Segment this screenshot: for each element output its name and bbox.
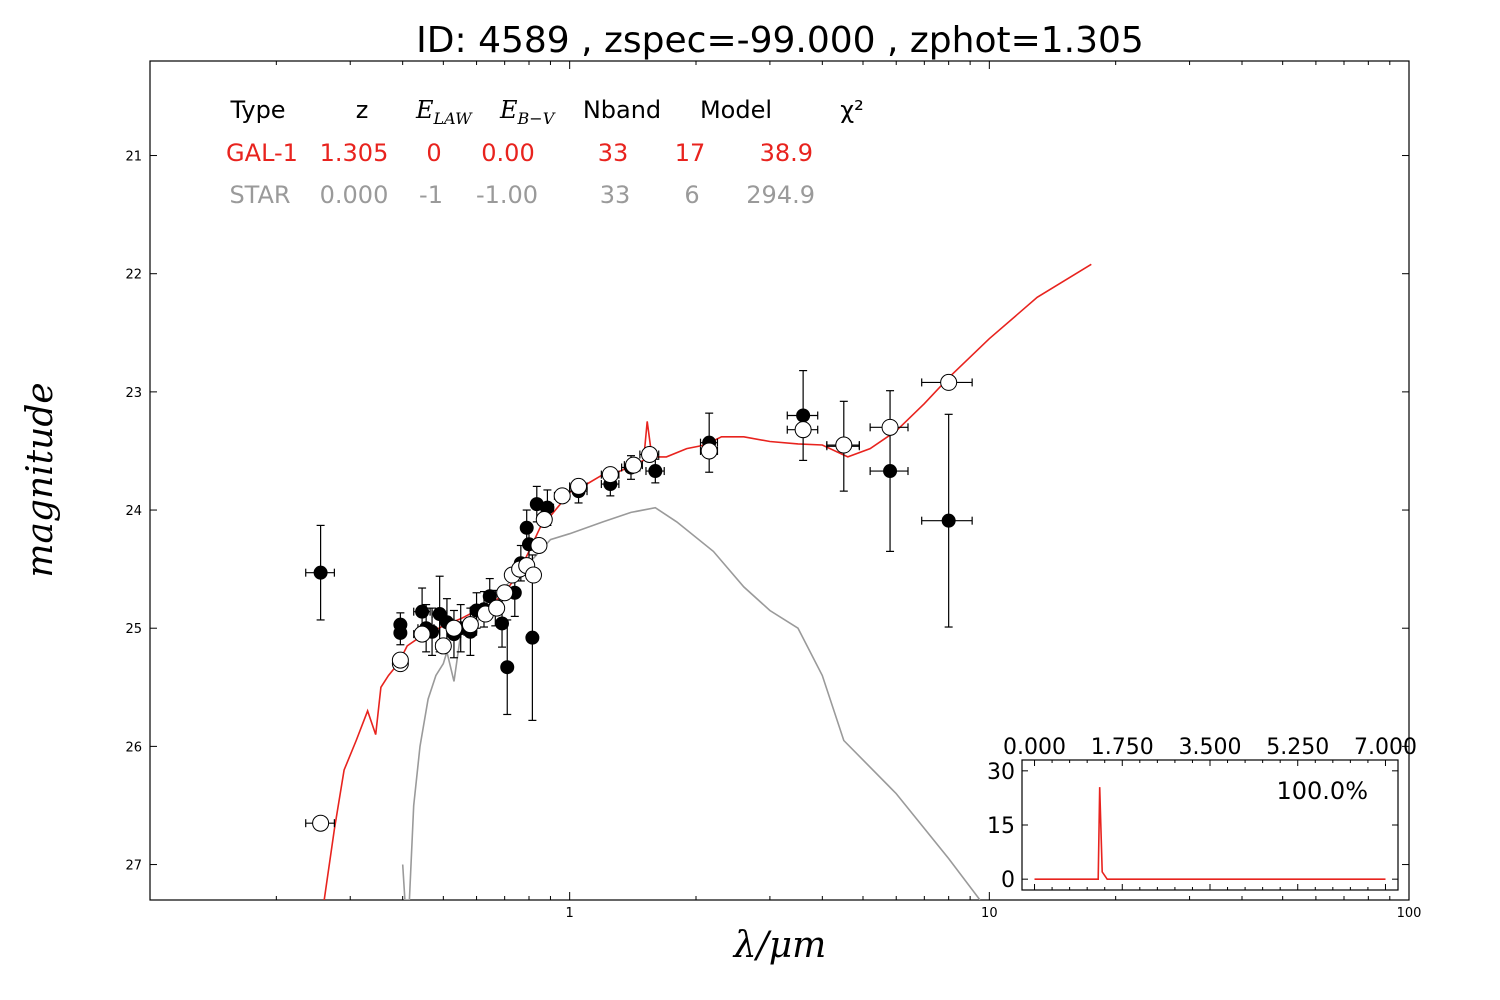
legend-star-ebv: -1.00	[476, 181, 538, 209]
inset-probability-label: 100.0%	[1276, 777, 1368, 805]
x-tick-label: 1	[566, 906, 574, 921]
legend-gal-elaw: 0	[426, 139, 441, 167]
legend-header-type: Type	[229, 96, 285, 124]
model-point	[434, 637, 452, 655]
y-tick-label: 22	[125, 268, 142, 283]
legend-header-elaw: ELAW	[415, 96, 473, 128]
observed-point	[921, 413, 973, 628]
plot-frame	[149, 60, 1410, 901]
y-tick-label: 24	[125, 504, 142, 519]
inset-y-tick-label: 0	[1001, 868, 1015, 893]
observed-point	[645, 458, 665, 484]
legend-header-ebv: EB−V	[499, 96, 556, 128]
model-point	[305, 814, 335, 832]
inset-pdf-curve	[1034, 787, 1386, 880]
model-point	[699, 442, 719, 460]
legend-header-nband: Nband	[583, 96, 661, 124]
model-point	[600, 466, 620, 484]
legend-star-elaw: -1	[419, 181, 443, 209]
legend-gal-chi2: 38.9	[760, 139, 813, 167]
model-point	[524, 566, 542, 584]
observed-point	[869, 390, 909, 553]
redshift-pdf-inset: 0.000 1.750 3.500 5.250 7.000 0 15 30 100.0%	[987, 735, 1417, 893]
y-tick-label: 23	[125, 386, 142, 401]
y-axis-label: magnitude	[20, 382, 61, 577]
legend-header-z: z	[356, 96, 369, 124]
inset-x-tick-label: 7.000	[1354, 735, 1417, 760]
legend-star-z: 0.000	[320, 181, 389, 209]
y-tick-label: 25	[125, 622, 142, 637]
model-point	[786, 421, 819, 439]
observed-point	[393, 620, 408, 646]
x-axis-label: λ/μm	[732, 925, 826, 966]
legend-star-model: 6	[684, 181, 699, 209]
plot-title: ID: 4589 , zspec=-99.000 , zphot=1.305	[416, 20, 1144, 61]
observed-point	[305, 524, 335, 621]
x-axis: 1 10 100	[275, 61, 1422, 921]
inset-y-tick-label: 15	[987, 814, 1015, 839]
model-point	[461, 616, 479, 634]
model-point	[553, 487, 571, 505]
y-axis: 21 22 23 24 25 26 27	[125, 150, 1409, 874]
x-tick-label: 100	[1397, 906, 1422, 921]
inset-pdf-line	[1034, 787, 1386, 880]
legend-header-chi2: χ²	[840, 96, 863, 124]
legend-star-nband: 33	[600, 181, 631, 209]
observed-point	[500, 619, 515, 716]
model-point	[530, 536, 548, 554]
photometry-points	[305, 370, 973, 832]
star-sed-line	[401, 506, 981, 900]
x-tick-label: 10	[981, 906, 998, 921]
legend-gal-model: 17	[675, 139, 706, 167]
inset-x-tick-label: 5.250	[1266, 735, 1329, 760]
inset-y-tick-label: 30	[987, 760, 1015, 785]
main-plot: ID: 4589 , zspec=-99.000 , zphot=1.305 2…	[20, 20, 1421, 966]
legend-gal-type: GAL-1	[226, 139, 298, 167]
observed-point	[786, 370, 819, 462]
y-tick-label: 21	[125, 150, 142, 165]
legend-header-model: Model	[700, 96, 772, 124]
legend-gal-ebv: 0.00	[481, 139, 534, 167]
legend-gal-nband: 33	[598, 139, 629, 167]
model-point	[496, 584, 514, 602]
model-point	[535, 510, 553, 528]
y-tick-label: 26	[125, 740, 142, 755]
inset-x-tick-label: 0.000	[1003, 735, 1066, 760]
model-point	[826, 436, 860, 454]
model-point	[869, 418, 909, 436]
legend-table: Type z ELAW EB−V Nband Model χ² GAL-1 1.…	[226, 96, 864, 209]
inset-x-tick-label: 1.750	[1091, 735, 1154, 760]
observed-point	[413, 587, 431, 636]
model-point	[488, 599, 506, 617]
inset-x-tick-label: 3.500	[1179, 735, 1242, 760]
model-point	[445, 619, 463, 637]
model-point	[623, 456, 643, 474]
model-point	[391, 651, 409, 669]
model-point	[639, 446, 660, 464]
model-point	[413, 625, 431, 643]
y-tick-label: 27	[125, 859, 142, 874]
inset-y-axis: 0 15 30	[987, 760, 1398, 893]
inset-x-axis: 0.000 1.750 3.500 5.250 7.000	[1003, 735, 1417, 890]
legend-star-type: STAR	[229, 181, 290, 209]
legend-gal-z: 1.305	[320, 139, 389, 167]
legend-star-chi2: 294.9	[746, 181, 815, 209]
model-point	[921, 373, 973, 391]
model-point	[569, 477, 588, 495]
